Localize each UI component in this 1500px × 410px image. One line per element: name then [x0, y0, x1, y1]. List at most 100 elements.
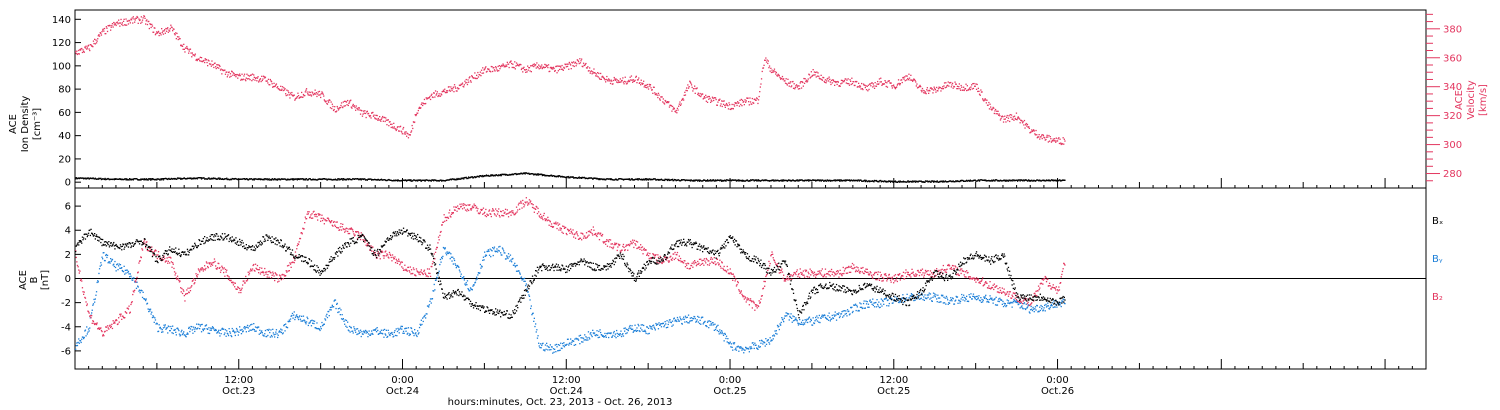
- density-point: [340, 178, 342, 181]
- velocity-point: [773, 68, 776, 70]
- by-point: [721, 330, 723, 332]
- velocity-point: [599, 78, 601, 80]
- by-point: [713, 324, 715, 326]
- velocity-point: [579, 62, 582, 64]
- by-point: [1047, 302, 1049, 304]
- density-point: [1057, 180, 1059, 182]
- by-point: [633, 330, 636, 332]
- density-point: [342, 179, 344, 181]
- by-point: [277, 334, 279, 336]
- velocity-point: [1063, 143, 1065, 145]
- by-point: [1021, 305, 1023, 307]
- density-point: [900, 181, 902, 183]
- by-point: [321, 321, 323, 324]
- velocity-point: [480, 75, 482, 77]
- by-point: [162, 331, 164, 333]
- by-point: [434, 289, 436, 291]
- by-point: [650, 327, 652, 330]
- by-point: [818, 314, 820, 317]
- by-point: [980, 301, 983, 303]
- by-point: [197, 327, 199, 329]
- velocity-point: [864, 84, 866, 86]
- velocity-point: [787, 78, 789, 80]
- by-point: [336, 303, 338, 305]
- density-point: [646, 178, 648, 180]
- velocity-point: [311, 91, 313, 93]
- density-point: [941, 180, 943, 182]
- by-point: [445, 252, 447, 254]
- velocity-point: [394, 128, 397, 130]
- density-point: [225, 178, 227, 180]
- velocity-point: [927, 90, 929, 92]
- velocity-point: [89, 44, 91, 46]
- velocity-point: [224, 69, 226, 71]
- by-point: [1022, 308, 1024, 310]
- velocity-point: [76, 50, 78, 52]
- by-point: [129, 276, 131, 278]
- velocity-point: [775, 73, 777, 75]
- velocity-point: [897, 83, 899, 85]
- by-point: [682, 318, 684, 320]
- velocity-point: [762, 67, 765, 69]
- by-point: [149, 308, 152, 310]
- velocity-point: [199, 56, 201, 58]
- density-point: [595, 177, 597, 179]
- by-point: [799, 318, 801, 321]
- by-point: [924, 294, 926, 296]
- velocity-point: [699, 92, 701, 95]
- by-point: [918, 298, 921, 300]
- velocity-point: [709, 97, 711, 99]
- velocity-point: [540, 66, 542, 68]
- density-point: [316, 179, 318, 181]
- by-point: [447, 252, 449, 254]
- velocity-point: [730, 107, 733, 110]
- by-point: [695, 320, 698, 322]
- velocity-point: [420, 107, 422, 109]
- bz-point: [94, 323, 96, 326]
- density-point: [292, 178, 294, 180]
- density-point: [687, 179, 689, 182]
- velocity-point: [1064, 140, 1066, 142]
- velocity-point: [661, 96, 663, 98]
- velocity-point: [891, 85, 893, 87]
- by-point: [84, 329, 87, 331]
- density-point: [573, 177, 575, 179]
- velocity-point: [166, 28, 168, 30]
- density-point: [568, 175, 570, 178]
- by-point: [110, 260, 112, 263]
- velocity-point: [846, 79, 848, 81]
- by-point: [106, 254, 109, 256]
- by-point: [665, 323, 667, 325]
- by-point: [820, 317, 822, 319]
- velocity-point: [207, 59, 209, 61]
- by-point: [507, 253, 510, 255]
- by-point: [833, 314, 835, 316]
- velocity-point: [931, 88, 933, 90]
- by-point: [774, 330, 776, 332]
- density-point: [200, 178, 203, 180]
- density-point: [597, 178, 599, 180]
- by-point: [859, 302, 861, 304]
- velocity-point: [530, 71, 532, 73]
- velocity-point: [736, 104, 738, 107]
- velocity-point: [521, 67, 523, 69]
- velocity-point: [1024, 127, 1026, 129]
- velocity-point: [628, 79, 630, 81]
- by-point: [345, 319, 348, 322]
- by-point: [164, 326, 166, 328]
- velocity-point: [423, 98, 426, 101]
- by-point: [515, 265, 517, 267]
- velocity-point: [705, 100, 707, 102]
- density-point: [264, 178, 267, 180]
- density-point: [534, 173, 536, 175]
- by-point: [1030, 305, 1032, 308]
- by-point: [161, 331, 163, 333]
- density-point: [590, 177, 593, 179]
- velocity-point: [422, 104, 424, 107]
- by-point: [596, 330, 598, 332]
- velocity-point: [471, 75, 473, 77]
- by-point: [382, 329, 384, 331]
- velocity-point: [797, 88, 800, 90]
- density-point: [425, 179, 427, 181]
- velocity-point: [87, 45, 89, 47]
